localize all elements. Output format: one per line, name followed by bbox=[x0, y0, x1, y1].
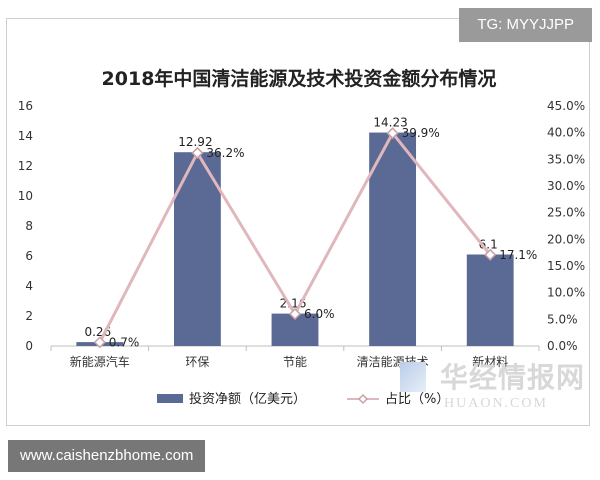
y-right-tick-label: 20.0% bbox=[547, 232, 585, 246]
bar bbox=[369, 132, 417, 346]
line-value-label: 39.9% bbox=[402, 126, 440, 140]
bar-value-label: 12.92 bbox=[178, 135, 212, 149]
chart-frame: 2018年中国清洁能源及技术投资金额分布情况 新能源汽车 环保 节能 清洁能源技术 新材… bbox=[6, 18, 590, 426]
y-right-tick-label: 45.0% bbox=[547, 99, 585, 113]
line-point bbox=[93, 336, 106, 349]
y-left-tick-label: 4 bbox=[25, 279, 33, 293]
line-value-label: 0.7% bbox=[109, 335, 140, 349]
bar-value-label: 14.23 bbox=[373, 116, 407, 130]
legend-bar-swatch bbox=[157, 394, 183, 403]
legend-line-marker bbox=[357, 393, 369, 405]
watermark-cn: 华经情报网 bbox=[440, 361, 586, 394]
chart-title: 2018年中国清洁能源及技术投资金额分布情况 bbox=[102, 67, 497, 90]
line-point bbox=[288, 307, 302, 321]
y-right-tick-label: 0.0% bbox=[547, 339, 578, 353]
x-tick-label: 节能 bbox=[283, 355, 307, 369]
line-point bbox=[484, 248, 497, 261]
y-left-tick-label: 2 bbox=[25, 309, 33, 323]
chart-axes: 新能源汽车 环保 节能 清洁能源技术 新材料02468101214160.0%5.0%1… bbox=[18, 99, 585, 369]
x-tick-label: 新材料 bbox=[472, 354, 508, 369]
y-right-tick-label: 25.0% bbox=[547, 206, 585, 220]
overlay-tag: TG: MYYJJPP bbox=[459, 8, 592, 42]
legend-bar-label: 投资净额（亿美元） bbox=[189, 391, 306, 407]
x-tick-label: 新能源汽车 bbox=[70, 354, 130, 369]
watermark-logo-icon bbox=[400, 362, 426, 392]
bar bbox=[466, 254, 514, 346]
y-right-tick-label: 15.0% bbox=[547, 259, 585, 273]
y-left-tick-label: 16 bbox=[18, 99, 33, 113]
x-tick-label: 环保 bbox=[185, 355, 209, 369]
watermark: 华经情报网 HUAON.COM bbox=[392, 356, 592, 416]
y-right-tick-label: 40.0% bbox=[547, 126, 585, 140]
chart-canvas: 2018年中国清洁能源及技术投资金额分布情况 新能源汽车 环保 节能 清洁能源技术 新材… bbox=[18, 67, 585, 407]
y-right-tick-label: 5.0% bbox=[547, 312, 578, 326]
legend: 投资净额（亿美元） 占比（%） bbox=[157, 391, 449, 407]
line-value-label: 36.2% bbox=[206, 146, 244, 160]
line-value-label: 17.1% bbox=[499, 248, 537, 262]
y-left-tick-label: 8 bbox=[25, 219, 33, 233]
y-left-tick-label: 0 bbox=[25, 339, 33, 353]
y-right-tick-label: 35.0% bbox=[547, 152, 585, 166]
line-point bbox=[386, 127, 399, 140]
y-right-tick-label: 30.0% bbox=[547, 179, 585, 193]
watermark-en: HUAON.COM bbox=[444, 396, 548, 411]
y-left-tick-label: 14 bbox=[18, 129, 33, 143]
line-series: 0.7% 36.2% 6.0% 39.9% 17.1% bbox=[93, 126, 537, 349]
y-right-tick-label: 10.0% bbox=[547, 286, 585, 300]
y-left-tick-label: 12 bbox=[18, 159, 33, 173]
line-point bbox=[191, 146, 204, 159]
footer-url: www.caishenzbhome.com bbox=[8, 440, 206, 472]
line-value-label: 6.0% bbox=[304, 307, 335, 321]
y-left-tick-label: 6 bbox=[25, 249, 33, 263]
legend-line-label: 占比（%） bbox=[385, 392, 449, 407]
y-left-tick-label: 10 bbox=[18, 189, 33, 203]
